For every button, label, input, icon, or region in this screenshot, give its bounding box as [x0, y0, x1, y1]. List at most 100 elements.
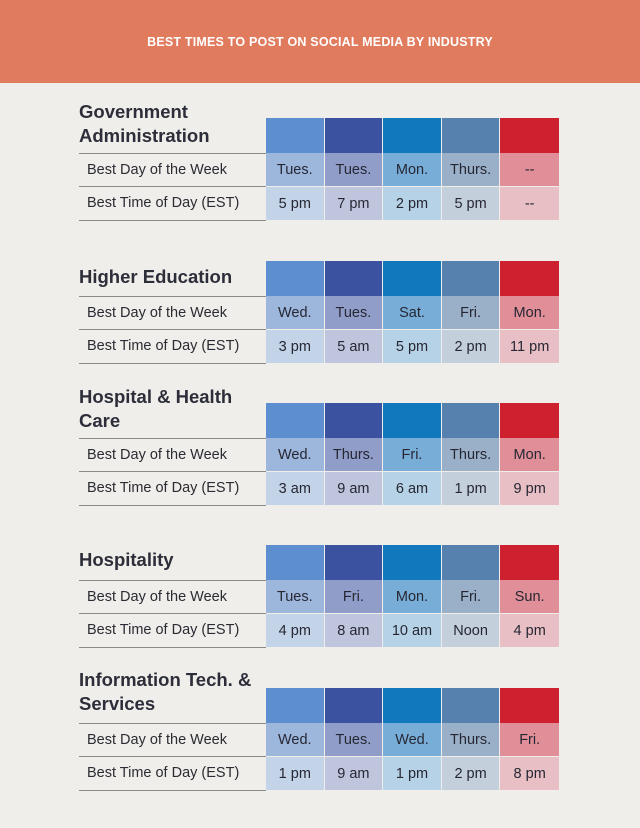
column-color-swatch	[441, 403, 501, 438]
row-cells: Wed. Tues. Sat. Fri. Mon.	[266, 296, 559, 330]
time-cell: 11 pm	[500, 330, 559, 364]
row-label: Best Time of Day (EST)	[79, 187, 266, 221]
time-cell: 8 pm	[500, 757, 559, 791]
column-color-swatch	[266, 403, 325, 438]
best-time-row: Best Time of Day (EST) 5 pm 7 pm 2 pm 5 pm --	[79, 187, 560, 221]
day-cell: Sun.	[500, 580, 559, 614]
time-cell: 9 pm	[500, 472, 559, 506]
day-cell: Fri.	[324, 580, 384, 614]
row-cells: 3 am 9 am 6 am 1 pm 9 pm	[266, 472, 559, 506]
column-color-swatch	[266, 261, 325, 296]
column-color-swatch	[441, 545, 501, 580]
industry-section: Government Administration Best Day of the…	[0, 101, 640, 223]
time-cell: --	[500, 187, 559, 221]
column-color-swatch	[383, 545, 442, 580]
column-color-swatch	[324, 688, 384, 723]
best-day-row: Best Day of the Week Tues. Fri. Mon. Fri. Sun…	[79, 580, 560, 614]
day-cell: Wed.	[383, 723, 442, 757]
row-label: Best Day of the Week	[79, 153, 266, 187]
column-color-swatch	[266, 545, 325, 580]
column-color-swatch	[324, 545, 384, 580]
row-cells: Wed. Tues. Wed. Thurs. Fri.	[266, 723, 559, 757]
column-color-swatch	[383, 403, 442, 438]
header-banner: BEST TIMES TO POST ON SOCIAL MEDIA BY IN…	[0, 0, 640, 83]
best-day-row: Best Day of the Week Tues. Tues. Mon. Thurs.…	[79, 153, 560, 187]
time-cell: 7 pm	[324, 187, 384, 221]
time-cell: 6 am	[383, 472, 442, 506]
column-color-header	[266, 118, 559, 153]
row-label: Best Day of the Week	[79, 580, 266, 614]
time-cell: 1 pm	[441, 472, 501, 506]
day-cell: Fri.	[500, 723, 559, 757]
day-cell: Tues.	[324, 153, 384, 187]
row-label: Best Time of Day (EST)	[79, 330, 266, 364]
time-cell: Noon	[441, 614, 501, 648]
column-color-swatch	[383, 118, 442, 153]
row-label: Best Day of the Week	[79, 723, 266, 757]
time-cell: 8 am	[324, 614, 384, 648]
row-cells: Wed. Thurs. Fri. Thurs. Mon.	[266, 438, 559, 472]
column-color-swatch	[266, 118, 325, 153]
row-cells: Tues. Tues. Mon. Thurs. --	[266, 153, 559, 187]
day-cell: --	[500, 153, 559, 187]
time-cell: 5 am	[324, 330, 384, 364]
industry-title: Hospital & Health Care	[79, 386, 233, 431]
time-cell: 2 pm	[441, 330, 501, 364]
column-color-header	[266, 261, 559, 296]
row-label: Best Time of Day (EST)	[79, 757, 266, 791]
day-cell: Mon.	[500, 296, 559, 330]
column-color-swatch	[500, 545, 559, 580]
day-cell: Mon.	[383, 153, 442, 187]
time-cell: 4 pm	[266, 614, 325, 648]
day-cell: Fri.	[441, 580, 501, 614]
day-cell: Wed.	[266, 296, 325, 330]
industry-section: Higher Education Best Day of the Week Wed.…	[0, 261, 640, 366]
time-cell: 1 pm	[266, 757, 325, 791]
industry-section: Hospitality Best Day of the Week Tues. Fri.…	[0, 545, 640, 650]
time-cell: 5 pm	[441, 187, 501, 221]
time-cell: 1 pm	[383, 757, 442, 791]
column-color-swatch	[500, 118, 559, 153]
column-color-swatch	[500, 261, 559, 296]
industry-title: Information Tech. & Services	[79, 669, 252, 714]
day-cell: Tues.	[266, 580, 325, 614]
column-color-swatch	[383, 261, 442, 296]
best-day-row: Best Day of the Week Wed. Tues. Sat. Fri. Mon…	[79, 296, 560, 330]
best-day-row: Best Day of the Week Wed. Thurs. Fri. Thurs.…	[79, 438, 560, 472]
day-cell: Thurs.	[441, 438, 501, 472]
time-cell: 10 am	[383, 614, 442, 648]
time-cell: 4 pm	[500, 614, 559, 648]
column-color-swatch	[266, 688, 325, 723]
day-cell: Thurs.	[441, 153, 501, 187]
day-cell: Sat.	[383, 296, 442, 330]
time-cell: 9 am	[324, 472, 384, 506]
row-cells: 4 pm 8 am 10 am Noon 4 pm	[266, 614, 559, 648]
day-cell: Thurs.	[441, 723, 501, 757]
industry-title: Hospitality	[79, 549, 174, 570]
time-cell: 2 pm	[383, 187, 442, 221]
column-color-swatch	[383, 688, 442, 723]
time-cell: 5 pm	[383, 330, 442, 364]
day-cell: Fri.	[383, 438, 442, 472]
column-color-swatch	[500, 688, 559, 723]
row-label: Best Time of Day (EST)	[79, 614, 266, 648]
row-label: Best Day of the Week	[79, 438, 266, 472]
day-cell: Tues.	[324, 296, 384, 330]
row-label: Best Time of Day (EST)	[79, 472, 266, 506]
row-cells: 5 pm 7 pm 2 pm 5 pm --	[266, 187, 559, 221]
row-cells: Tues. Fri. Mon. Fri. Sun.	[266, 580, 559, 614]
best-time-row: Best Time of Day (EST) 1 pm 9 am 1 pm 2 pm 8 …	[79, 757, 560, 791]
column-color-swatch	[441, 688, 501, 723]
industry-title: Government Administration	[79, 101, 210, 146]
column-color-swatch	[441, 261, 501, 296]
time-cell: 2 pm	[441, 757, 501, 791]
industry-section: Information Tech. & Services Best Day of …	[0, 669, 640, 793]
day-cell: Wed.	[266, 438, 325, 472]
time-cell: 5 pm	[266, 187, 325, 221]
row-cells: 1 pm 9 am 1 pm 2 pm 8 pm	[266, 757, 559, 791]
column-color-swatch	[324, 403, 384, 438]
column-color-header	[266, 688, 559, 723]
time-cell: 3 pm	[266, 330, 325, 364]
page-title: BEST TIMES TO POST ON SOCIAL MEDIA BY IN…	[147, 34, 493, 49]
industry-section: Hospital & Health Care Best Day of the We…	[0, 386, 640, 508]
